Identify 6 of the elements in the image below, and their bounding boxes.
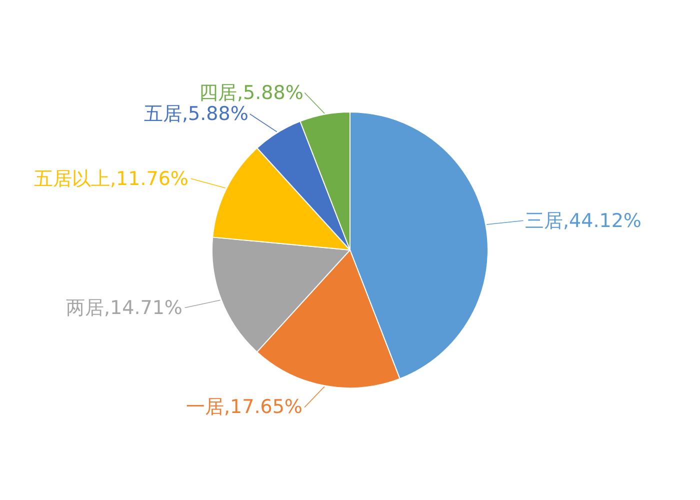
slice-label: 三居,44.12% [525, 210, 642, 232]
slice-label: 五居,5.88% [144, 103, 248, 125]
slice-label: 两居,14.71% [66, 297, 182, 319]
slice-label: 五居以上,11.76% [34, 168, 188, 190]
slice-label: 一居,17.65% [186, 396, 302, 418]
slice-label: 四居,5.88% [199, 82, 304, 104]
